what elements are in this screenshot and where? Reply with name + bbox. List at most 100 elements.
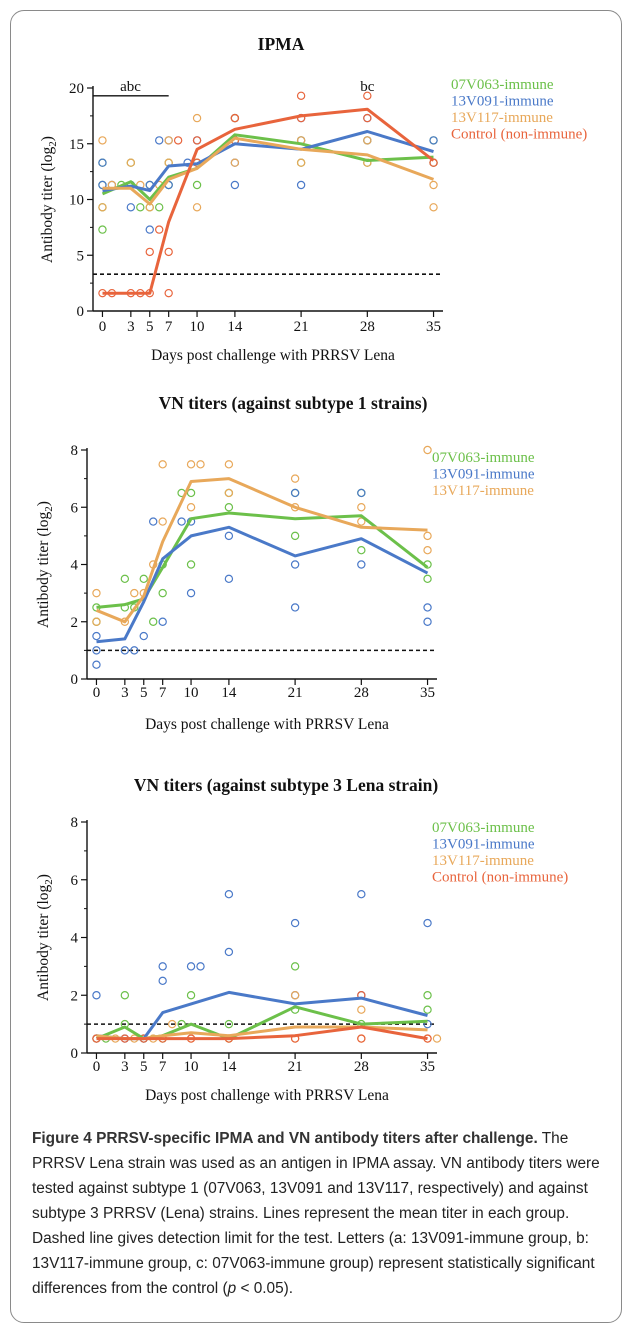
x-axis-label: Days post challenge with PRRSV Lena bbox=[145, 716, 389, 733]
data-point bbox=[177, 517, 186, 526]
data-point bbox=[164, 247, 173, 257]
significance-label: abc bbox=[120, 79, 141, 95]
chart-title: VN titers (against subtype 3 Lena strain… bbox=[134, 775, 438, 795]
legend-entry: 13V091-immune bbox=[451, 94, 554, 110]
legend-entry: 13V117-immune bbox=[432, 483, 534, 499]
data-point bbox=[423, 574, 432, 584]
caption-title: Figure 4 PRRSV-specific IPMA and VN anti… bbox=[32, 1130, 538, 1147]
figure-frame bbox=[10, 10, 622, 1323]
data-point bbox=[173, 136, 183, 145]
x-tick-label: 21 bbox=[294, 319, 309, 335]
data-point bbox=[423, 445, 432, 455]
data-point bbox=[357, 488, 366, 498]
data-point bbox=[186, 488, 196, 498]
data-point bbox=[158, 588, 167, 598]
data-point bbox=[290, 991, 300, 1000]
data-point bbox=[92, 660, 101, 669]
data-point bbox=[158, 517, 167, 526]
data-point bbox=[224, 531, 234, 541]
data-point bbox=[92, 617, 101, 626]
data-point bbox=[196, 460, 205, 469]
data-point bbox=[167, 1019, 177, 1029]
data-point bbox=[149, 617, 158, 626]
legend-entry: Control (non-immune) bbox=[451, 127, 587, 143]
caption-body: The PRRSV Lena strain was used as an ant… bbox=[32, 1130, 600, 1297]
data-point bbox=[429, 180, 438, 190]
y-tick-label: 15 bbox=[69, 137, 84, 153]
legend-entry: 13V117-immune bbox=[432, 853, 534, 869]
data-point bbox=[230, 180, 240, 190]
x-tick-label: 28 bbox=[360, 319, 375, 335]
legend-entry: 07V063-immune bbox=[451, 77, 554, 93]
x-tick-label: 35 bbox=[426, 319, 441, 335]
data-point bbox=[192, 113, 202, 123]
data-point bbox=[363, 91, 372, 101]
y-tick-label: 6 bbox=[71, 873, 79, 889]
data-point bbox=[224, 460, 234, 469]
x-tick-label: 0 bbox=[93, 685, 101, 701]
data-point bbox=[155, 136, 164, 145]
x-axis-label: Days post challenge with PRRSV Lena bbox=[145, 1087, 389, 1104]
y-tick-label: 4 bbox=[71, 931, 79, 947]
data-point bbox=[357, 560, 366, 569]
series-line bbox=[95, 477, 428, 624]
data-point bbox=[120, 991, 130, 1000]
chart-title: VN titers (against subtype 1 strains) bbox=[159, 393, 428, 413]
y-tick-label: 4 bbox=[71, 558, 79, 574]
x-tick-label: 21 bbox=[288, 685, 303, 701]
y-axis-label: Antibody titer (log2) bbox=[35, 501, 55, 628]
data-point bbox=[423, 918, 432, 928]
x-tick-label: 3 bbox=[121, 1059, 129, 1075]
y-tick-label: 2 bbox=[71, 615, 79, 631]
data-point bbox=[290, 918, 300, 928]
data-point bbox=[155, 225, 164, 234]
data-point bbox=[192, 203, 202, 212]
x-tick-label: 5 bbox=[146, 319, 154, 335]
series-line bbox=[96, 1025, 428, 1041]
data-point bbox=[230, 158, 240, 167]
data-point bbox=[130, 588, 139, 598]
chart-panel-3: VN titers (against subtype 3 Lena strain… bbox=[35, 775, 568, 1104]
chart-panel-2: VN titers (against subtype 1 strains) 0 2 4… bbox=[35, 393, 535, 733]
data-point bbox=[224, 488, 234, 498]
data-point bbox=[357, 1005, 366, 1014]
data-point bbox=[98, 180, 107, 190]
data-point bbox=[423, 991, 432, 1000]
x-tick-label: 28 bbox=[354, 1059, 369, 1075]
x-tick-label: 21 bbox=[288, 1059, 303, 1075]
y-tick-label: 5 bbox=[77, 248, 85, 264]
y-tick-label: 20 bbox=[69, 81, 84, 97]
data-point bbox=[92, 646, 101, 655]
y-tick-label: 6 bbox=[71, 500, 79, 516]
data-point bbox=[164, 136, 173, 145]
data-point bbox=[98, 158, 107, 167]
data-point bbox=[192, 136, 202, 145]
data-point bbox=[290, 962, 300, 971]
data-point bbox=[290, 603, 300, 612]
x-tick-label: 10 bbox=[184, 685, 199, 701]
data-point bbox=[224, 503, 234, 512]
data-point bbox=[423, 617, 432, 626]
data-point bbox=[357, 889, 366, 899]
series-line bbox=[102, 130, 434, 193]
data-point bbox=[126, 203, 136, 212]
chart-title: IPMA bbox=[258, 34, 305, 54]
data-point bbox=[423, 1019, 432, 1029]
data-point bbox=[186, 962, 196, 971]
data-point bbox=[224, 1019, 234, 1029]
significance-label: bc bbox=[360, 79, 375, 95]
x-tick-label: 5 bbox=[140, 685, 148, 701]
x-tick-label: 3 bbox=[121, 685, 129, 701]
data-point bbox=[296, 180, 306, 190]
data-point bbox=[164, 288, 173, 298]
data-point bbox=[145, 225, 154, 234]
data-point bbox=[296, 91, 306, 101]
data-point bbox=[186, 991, 196, 1000]
x-tick-label: 3 bbox=[127, 319, 135, 335]
data-point bbox=[92, 631, 101, 641]
data-point bbox=[158, 962, 167, 971]
x-tick-label: 7 bbox=[159, 685, 167, 701]
x-tick-label: 14 bbox=[221, 1059, 237, 1075]
